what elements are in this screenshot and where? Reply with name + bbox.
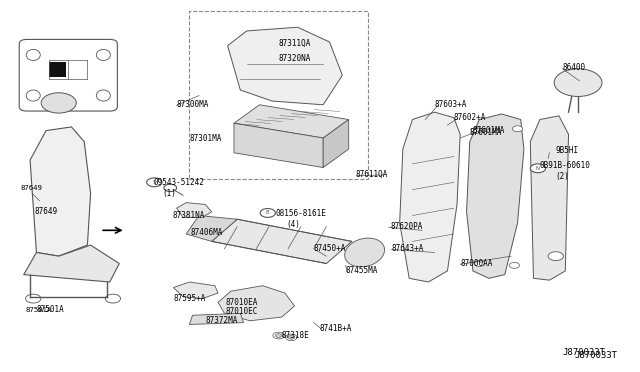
Circle shape — [474, 260, 484, 266]
Text: 87601MA: 87601MA — [470, 128, 502, 137]
Circle shape — [531, 164, 545, 173]
Circle shape — [260, 209, 275, 217]
Polygon shape — [467, 114, 524, 278]
Text: 87010EC: 87010EC — [226, 307, 258, 316]
Polygon shape — [189, 313, 244, 324]
Text: 87000AA: 87000AA — [460, 259, 493, 268]
Polygon shape — [177, 203, 212, 217]
Text: 87620PA: 87620PA — [390, 222, 422, 231]
Text: 87602+A: 87602+A — [454, 113, 486, 122]
Ellipse shape — [41, 93, 76, 113]
Polygon shape — [212, 219, 352, 263]
Ellipse shape — [554, 69, 602, 96]
Ellipse shape — [26, 49, 40, 61]
Text: 87455MA: 87455MA — [346, 266, 378, 275]
Circle shape — [509, 262, 520, 268]
Ellipse shape — [26, 90, 40, 101]
Text: J870033T: J870033T — [575, 351, 618, 360]
Circle shape — [273, 332, 284, 339]
Text: 8741B+A: 8741B+A — [320, 324, 353, 333]
Polygon shape — [228, 27, 342, 105]
Polygon shape — [24, 245, 119, 282]
Text: 87010EA: 87010EA — [226, 298, 258, 307]
Text: 86400: 86400 — [562, 63, 585, 72]
Text: 87501A: 87501A — [26, 307, 52, 313]
Text: 9B5HI: 9B5HI — [556, 147, 579, 155]
Ellipse shape — [97, 49, 110, 61]
Text: 87450+A: 87450+A — [314, 244, 346, 253]
Polygon shape — [186, 215, 237, 241]
Text: B: B — [266, 211, 269, 215]
Text: 09543-51242: 09543-51242 — [153, 178, 204, 187]
Polygon shape — [399, 112, 460, 282]
Text: (4): (4) — [287, 220, 301, 229]
Circle shape — [471, 128, 481, 134]
Text: 87649: 87649 — [20, 185, 42, 191]
Circle shape — [548, 252, 563, 260]
Circle shape — [288, 336, 294, 339]
Text: 87300MA: 87300MA — [177, 100, 209, 109]
Text: 87603+A: 87603+A — [435, 100, 467, 109]
Text: (1): (1) — [162, 189, 176, 198]
Text: 87611QA: 87611QA — [355, 170, 387, 179]
Circle shape — [513, 126, 523, 132]
Text: S: S — [152, 180, 156, 185]
Text: 0B91B-60610: 0B91B-60610 — [540, 161, 591, 170]
Polygon shape — [323, 119, 349, 167]
Ellipse shape — [97, 90, 110, 101]
Text: N: N — [536, 166, 540, 171]
Text: 87595+A: 87595+A — [173, 294, 206, 303]
Text: 87643+A: 87643+A — [392, 244, 424, 253]
Text: (2): (2) — [556, 172, 570, 181]
Text: 87649: 87649 — [35, 207, 58, 217]
Text: 87311QA: 87311QA — [278, 39, 311, 48]
Text: 87318E: 87318E — [282, 331, 310, 340]
Circle shape — [105, 294, 120, 303]
Polygon shape — [531, 116, 568, 280]
Text: 87501A: 87501A — [36, 305, 64, 314]
Circle shape — [285, 334, 297, 341]
Polygon shape — [234, 123, 323, 167]
Polygon shape — [30, 127, 91, 256]
Text: 87372MA: 87372MA — [205, 316, 237, 325]
Polygon shape — [173, 282, 218, 299]
Text: J870033T: J870033T — [562, 347, 605, 357]
Circle shape — [275, 334, 282, 337]
Ellipse shape — [344, 238, 385, 267]
Text: 08156-8161E: 08156-8161E — [275, 209, 326, 218]
Text: 87301MA: 87301MA — [189, 134, 221, 142]
Text: 87320NA: 87320NA — [278, 54, 311, 63]
Circle shape — [26, 294, 41, 303]
Text: 87601MA: 87601MA — [473, 126, 506, 135]
Text: 87406MA: 87406MA — [190, 228, 222, 237]
Text: 87381NA: 87381NA — [172, 211, 205, 220]
Circle shape — [147, 178, 162, 187]
Bar — [49, 62, 67, 77]
Polygon shape — [218, 286, 294, 321]
Polygon shape — [234, 105, 349, 138]
Circle shape — [164, 184, 177, 192]
